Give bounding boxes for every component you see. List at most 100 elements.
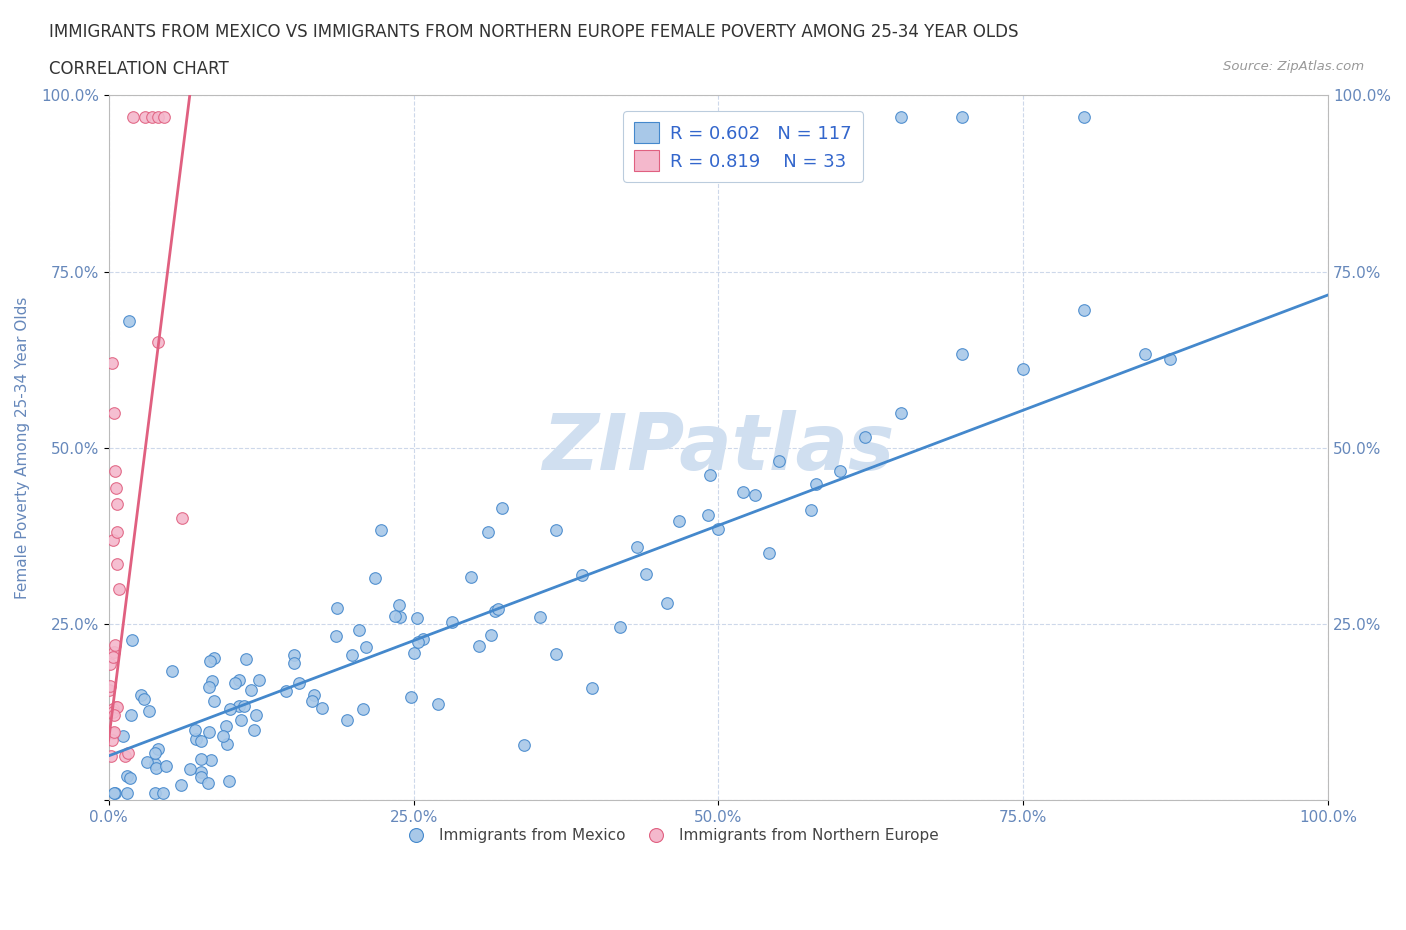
Point — [235, 651, 257, 666]
Point — [352, 701, 374, 716]
Point — [101, 701, 124, 716]
Point — [103, 786, 125, 801]
Point — [1012, 362, 1035, 377]
Point — [571, 568, 593, 583]
Point — [401, 690, 423, 705]
Point — [145, 761, 167, 776]
Point — [152, 786, 174, 801]
Point — [336, 712, 359, 727]
Point — [100, 657, 122, 671]
Point — [325, 629, 347, 644]
Point — [146, 741, 169, 756]
Point — [215, 719, 238, 734]
Point — [544, 522, 567, 537]
Point — [104, 786, 127, 801]
Point — [460, 570, 482, 585]
Point — [668, 513, 690, 528]
Point — [634, 566, 657, 581]
Point — [186, 732, 208, 747]
Point — [484, 604, 506, 618]
Point — [768, 453, 790, 468]
Point — [412, 632, 434, 647]
Point — [101, 733, 124, 748]
Point — [731, 485, 754, 499]
Point — [243, 723, 266, 737]
Point — [283, 656, 305, 671]
Point — [890, 109, 912, 124]
Point — [143, 786, 166, 801]
Point — [229, 712, 252, 727]
Point — [120, 708, 142, 723]
Point — [491, 500, 513, 515]
Point — [202, 651, 225, 666]
Point — [103, 707, 125, 722]
Point — [152, 109, 174, 124]
Point — [370, 523, 392, 538]
Point — [103, 644, 125, 659]
Point — [301, 694, 323, 709]
Point — [1135, 346, 1157, 361]
Point — [103, 405, 125, 420]
Point — [104, 638, 127, 653]
Point — [105, 480, 128, 495]
Point — [155, 758, 177, 773]
Text: IMMIGRANTS FROM MEXICO VS IMMIGRANTS FROM NORTHERN EUROPE FEMALE POVERTY AMONG 2: IMMIGRANTS FROM MEXICO VS IMMIGRANTS FRO… — [49, 23, 1019, 41]
Point — [224, 675, 246, 690]
Point — [1159, 352, 1181, 366]
Point — [477, 525, 499, 539]
Point — [283, 647, 305, 662]
Point — [247, 672, 270, 687]
Point — [609, 619, 631, 634]
Point — [198, 724, 221, 739]
Point — [98, 679, 121, 694]
Point — [512, 737, 534, 752]
Point — [212, 728, 235, 743]
Point — [105, 557, 128, 572]
Point — [311, 700, 333, 715]
Point — [830, 109, 852, 124]
Point — [800, 502, 823, 517]
Point — [441, 615, 464, 630]
Point — [101, 726, 124, 741]
Text: CORRELATION CHART: CORRELATION CHART — [49, 60, 229, 78]
Text: Source: ZipAtlas.com: Source: ZipAtlas.com — [1223, 60, 1364, 73]
Point — [190, 764, 212, 779]
Point — [122, 109, 145, 124]
Point — [198, 679, 221, 694]
Point — [544, 647, 567, 662]
Point — [101, 649, 124, 664]
Point — [830, 463, 852, 478]
Point — [363, 571, 385, 586]
Point — [170, 777, 193, 792]
Point — [232, 698, 254, 713]
Point — [100, 748, 122, 763]
Point — [239, 683, 262, 698]
Point — [143, 746, 166, 761]
Text: ZIPatlas: ZIPatlas — [543, 410, 894, 485]
Point — [146, 335, 169, 350]
Point — [890, 405, 912, 420]
Point — [138, 703, 160, 718]
Point — [202, 694, 225, 709]
Point — [179, 762, 201, 777]
Point — [105, 497, 128, 512]
Point — [388, 598, 411, 613]
Point — [134, 691, 156, 706]
Point — [136, 754, 159, 769]
Point — [758, 546, 780, 561]
Point — [697, 508, 720, 523]
Point — [103, 533, 125, 548]
Point — [134, 109, 156, 124]
Point — [141, 109, 163, 124]
Point — [326, 601, 349, 616]
Point — [98, 683, 121, 698]
Point — [347, 623, 370, 638]
Point — [105, 525, 128, 539]
Point — [190, 751, 212, 766]
Point — [170, 511, 193, 525]
Point — [707, 522, 730, 537]
Point — [183, 723, 205, 737]
Point — [117, 768, 139, 783]
Point — [114, 749, 136, 764]
Point — [406, 635, 429, 650]
